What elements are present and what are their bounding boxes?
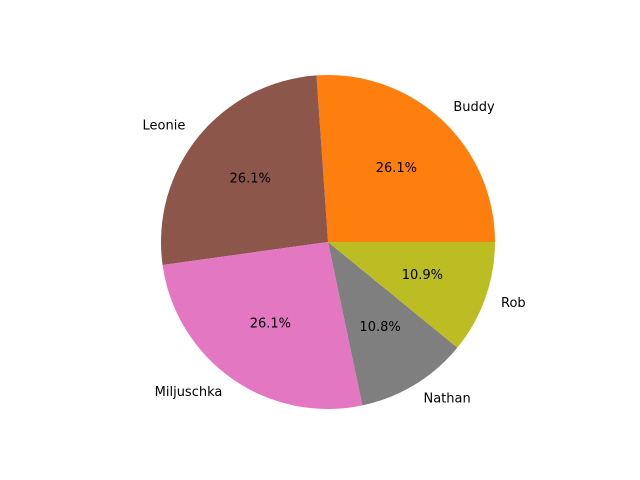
pie-slice-leonie bbox=[160, 75, 328, 266]
slice-label-leonie: Leonie bbox=[143, 119, 186, 134]
pie-slice-nathan bbox=[328, 242, 458, 406]
percent-label-nathan: 10.8% bbox=[359, 320, 400, 335]
slice-label-rob: Rob bbox=[501, 296, 526, 311]
percent-label-leonie: 26.1% bbox=[230, 171, 271, 186]
percent-label-rob: 10.9% bbox=[402, 268, 443, 283]
pie-slices bbox=[160, 75, 495, 409]
pie-slice-miljuschka bbox=[162, 242, 363, 409]
percent-label-buddy: 26.1% bbox=[376, 161, 417, 176]
pie-slice-rob bbox=[328, 242, 495, 348]
slice-label-nathan: Nathan bbox=[423, 391, 470, 406]
pie-slice-buddy bbox=[316, 75, 495, 242]
percent-label-miljuschka: 26.1% bbox=[250, 316, 291, 331]
slice-label-miljuschka: Miljuschka bbox=[155, 385, 223, 400]
pie-labels: Buddy 26.1% Leonie 26.1% Miljuschka 26.1% Nath… bbox=[143, 100, 526, 406]
slice-label-buddy: Buddy bbox=[453, 100, 495, 115]
